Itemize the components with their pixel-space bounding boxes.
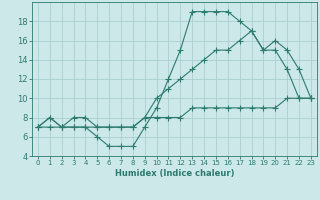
X-axis label: Humidex (Indice chaleur): Humidex (Indice chaleur) xyxy=(115,169,234,178)
